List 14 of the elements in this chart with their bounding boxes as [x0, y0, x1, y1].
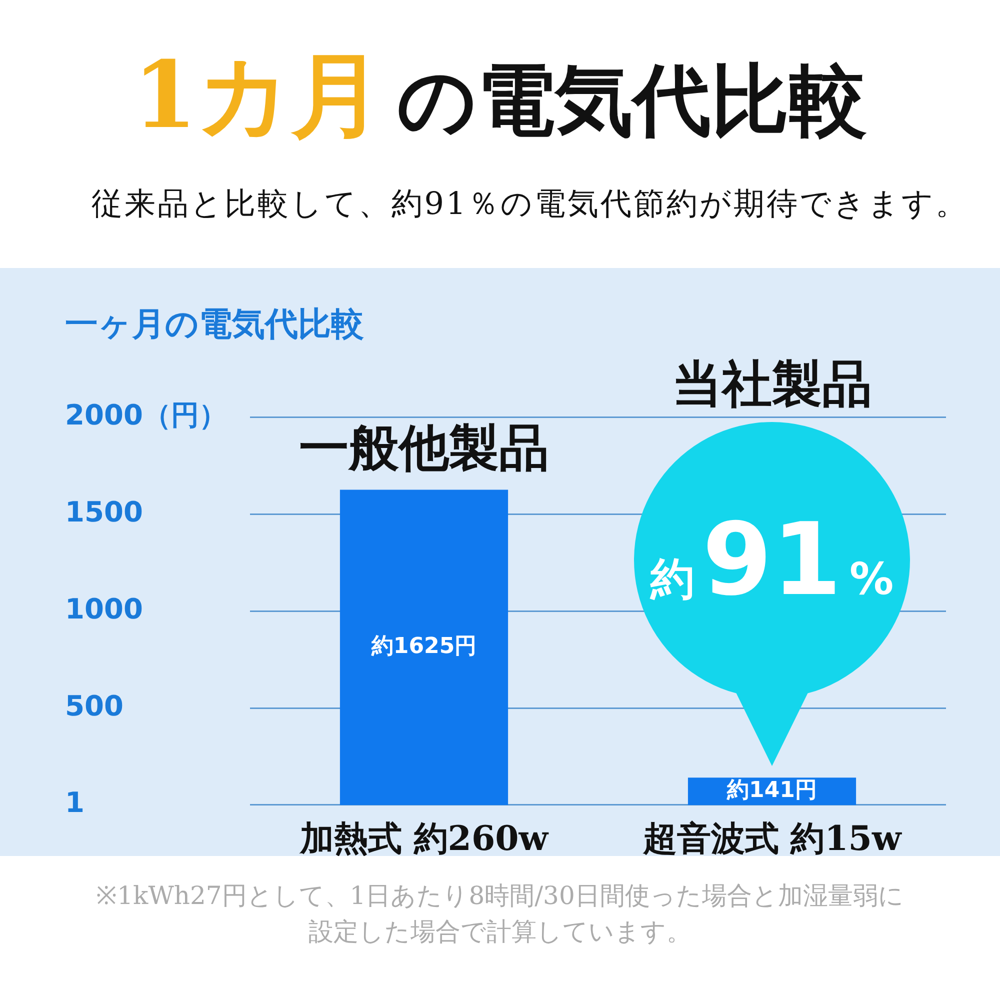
annotation: 一般他製品: [299, 418, 549, 478]
data-label: 約1625円: [370, 634, 477, 660]
chart-subtitle: 従来品と比較して、約91％の電気代節約が期待できます。: [90, 185, 970, 224]
y-tick-label: 1000: [65, 592, 143, 626]
y-tick-label: 500: [65, 689, 124, 722]
y-tick-label: 2000（円）: [65, 398, 227, 432]
text: 当社製品: [672, 354, 872, 414]
data-label: 約141円: [726, 778, 817, 804]
chart-title: 1カ月の電気代比較: [132, 41, 867, 149]
y-tick-label: 1: [65, 786, 84, 820]
x-tick-label: 超音波式 約15w: [642, 819, 902, 860]
text: ※1kWh27円として、1日あたり8時間/30日間使った場合と加湿量弱に設定した場合で計算しています。: [95, 880, 905, 948]
y-axis-title: 一ヶ月の電気代比較: [65, 303, 364, 345]
y-tick-label: 1500: [65, 495, 143, 528]
